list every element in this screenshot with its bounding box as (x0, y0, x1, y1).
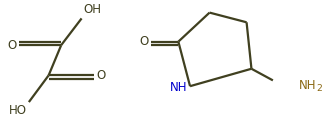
Text: OH: OH (83, 3, 101, 16)
Text: NH: NH (299, 78, 316, 92)
Text: O: O (96, 69, 105, 82)
Text: O: O (8, 39, 17, 52)
Text: 2: 2 (317, 84, 322, 93)
Text: O: O (139, 35, 148, 48)
Text: HO: HO (9, 104, 27, 117)
Text: NH: NH (169, 81, 187, 94)
